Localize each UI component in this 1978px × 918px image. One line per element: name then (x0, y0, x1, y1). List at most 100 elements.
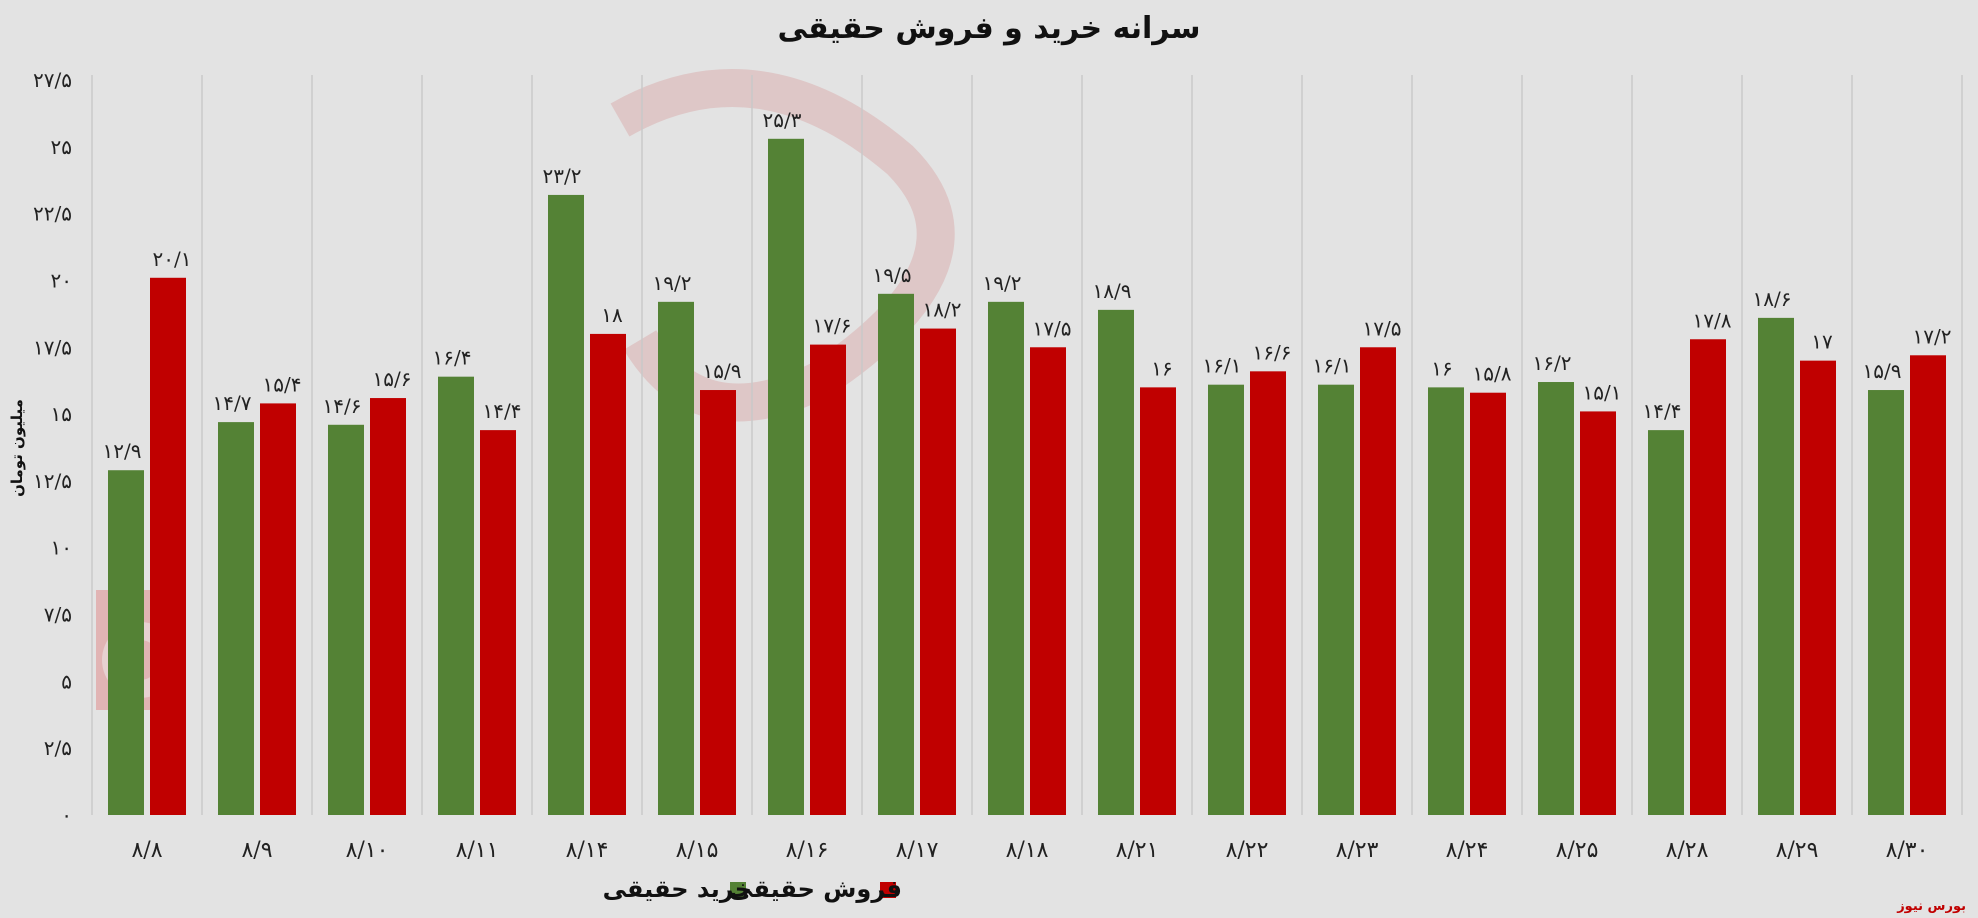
data-label-buy: ۱۲/۹ (103, 439, 142, 463)
y-tick-label: ۰ (61, 803, 72, 827)
y-axis-label: میلیون تومان (8, 399, 26, 497)
data-label-buy: ۱۹/۵ (873, 263, 912, 287)
data-label-sell: ۱۷/۵ (1363, 316, 1402, 340)
bar-sell (810, 344, 846, 815)
legend-swatch-buy (730, 882, 746, 898)
data-label-buy: ۱۹/۲ (653, 271, 692, 295)
data-label-sell: ۱۴/۴ (483, 399, 522, 423)
data-label-sell: ۱۷/۶ (813, 314, 852, 338)
x-tick-label: ۸/۲۳ (1336, 838, 1379, 863)
data-label-buy: ۱۶/۲ (1533, 351, 1572, 375)
bar-buy (548, 194, 584, 816)
bar-buy (1868, 390, 1904, 815)
bar-buy (768, 138, 804, 816)
y-tick-label: ۱۷/۵ (33, 335, 72, 359)
y-tick-label: ۱۵ (51, 402, 72, 426)
y-tick-label: ۱۰ (51, 536, 72, 560)
x-tick-label: ۸/۱۰ (346, 838, 389, 863)
y-tick-label: ۲۷/۵ (33, 68, 72, 92)
bars (108, 138, 1946, 816)
x-tick-label: ۸/۱۶ (786, 838, 829, 863)
bar-buy (658, 301, 694, 815)
bar-sell (1250, 371, 1286, 815)
bar-buy (878, 293, 914, 815)
data-label-buy: ۱۶/۱ (1203, 354, 1242, 378)
source-credit: بورس نیوز (1897, 899, 1966, 914)
data-label-sell: ۱۷/۸ (1693, 308, 1732, 332)
x-tick-label: ۸/۲۱ (1116, 838, 1159, 863)
x-tick-label: ۸/۱۴ (566, 838, 609, 863)
y-tick-label: ۲۰ (51, 268, 72, 292)
data-label-sell: ۱۶ (1151, 356, 1172, 380)
data-label-sell: ۱۸ (601, 303, 623, 327)
data-label-buy: ۱۵/۹ (1863, 359, 1902, 383)
data-label-sell: ۱۸/۲ (923, 298, 962, 322)
bar-buy (988, 301, 1024, 815)
data-label-buy: ۱۶/۴ (433, 346, 472, 370)
legend-label-buy: خرید حقیقی (603, 875, 752, 903)
bar-sell (260, 403, 296, 815)
y-tick-label: ۲/۵ (44, 736, 72, 760)
legend-label-sell: فروش حقیقی (729, 875, 902, 903)
data-label-buy: ۱۶/۱ (1313, 354, 1352, 378)
bar-sell (480, 430, 516, 815)
data-labels: ۱۲/۹ ۲۰/۱ ۱۴/۷ ۱۵/۴ ۱۴/۶ ۱۵/۶ ۱۶/۴ ۱۴/۴ ۲۳/۲ ۱۸ ۱۹… (103, 108, 1952, 463)
bar-sell (1690, 339, 1726, 815)
x-tick-label: ۸/۱۵ (676, 838, 719, 863)
x-tick-label: ۸/۲۴ (1446, 838, 1489, 863)
x-tick-label: ۸/۱۱ (456, 838, 499, 863)
bar-buy (438, 376, 474, 815)
data-label-buy: ۱۸/۶ (1753, 287, 1792, 311)
bar-sell (920, 328, 956, 815)
bar-sell (370, 398, 406, 815)
data-label-buy: ۱۴/۷ (213, 391, 252, 415)
bar-sell (1360, 347, 1396, 815)
x-tick-label: ۸/۹ (241, 838, 272, 863)
data-label-sell: ۱۵/۹ (703, 359, 742, 383)
bar-sell (150, 277, 186, 815)
x-tick-label: ۸/۳۰ (1886, 838, 1929, 863)
data-label-sell: ۲۰/۱ (153, 247, 192, 271)
data-label-buy: ۲۳/۲ (543, 164, 582, 188)
bar-buy (1538, 382, 1574, 815)
x-tick-label: ۸/۸ (131, 838, 162, 863)
bar-sell (1910, 355, 1946, 815)
bar-sell (1580, 411, 1616, 815)
bar-buy (1208, 384, 1244, 815)
data-label-sell: ۱۵/۸ (1473, 362, 1512, 386)
data-label-buy: ۱۹/۲ (983, 271, 1022, 295)
bar-buy (1318, 384, 1354, 815)
x-tick-label: ۸/۲۸ (1666, 838, 1709, 863)
x-tick-label: ۸/۱۷ (896, 838, 939, 863)
bar-buy (328, 424, 364, 815)
legend-swatch-sell (880, 882, 896, 898)
bar-sell (1140, 387, 1176, 815)
y-tick-label: ۲۲/۵ (33, 202, 72, 226)
x-tick-label: ۸/۲۹ (1776, 838, 1819, 863)
bar-sell (590, 333, 626, 815)
bar-buy (1758, 317, 1794, 815)
data-label-sell: ۱۷/۲ (1913, 324, 1952, 348)
y-axis-ticks: ۰ ۲/۵ ۵ ۷/۵ ۱۰ ۱۲/۵ ۱۵ ۱۷/۵ ۲۰ ۲۲/۵ ۲۵ ۲۷/۵ (33, 68, 72, 827)
bar-buy (1098, 309, 1134, 815)
y-tick-label: ۵ (61, 669, 72, 693)
bar-buy (1428, 387, 1464, 815)
bar-buy (218, 422, 254, 815)
bar-buy (1648, 430, 1684, 815)
data-label-buy: ۱۴/۴ (1643, 399, 1682, 423)
data-label-buy: ۱۴/۶ (323, 394, 362, 418)
bar-buy (108, 470, 144, 815)
y-tick-label: ۷/۵ (44, 603, 72, 627)
grid-lines (91, 75, 1963, 815)
bar-sell (700, 390, 736, 815)
bar-sell (1470, 392, 1506, 815)
data-label-sell: ۱۷/۵ (1033, 316, 1072, 340)
bar-sell (1030, 347, 1066, 815)
data-label-sell: ۱۷ (1811, 330, 1833, 354)
chart-title: سرانه خرید و فروش حقیقی (778, 11, 1201, 46)
y-tick-label: ۱۲/۵ (33, 469, 72, 493)
data-label-sell: ۱۵/۶ (373, 367, 412, 391)
data-label-buy: ۱۶ (1431, 356, 1452, 380)
